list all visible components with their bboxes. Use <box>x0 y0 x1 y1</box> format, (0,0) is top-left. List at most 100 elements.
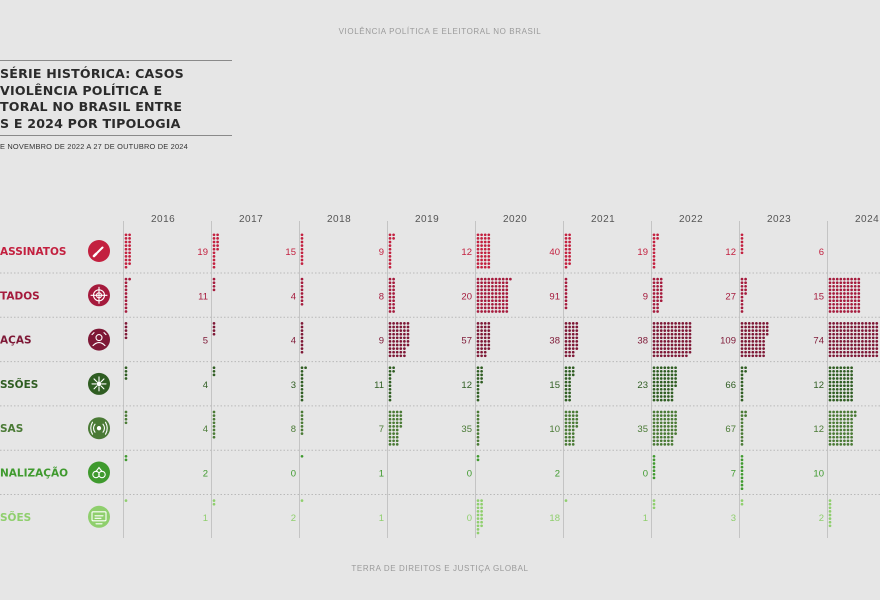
case-dot <box>124 417 128 421</box>
case-dot <box>853 354 857 358</box>
case-dot <box>670 435 674 439</box>
case-dot <box>483 233 487 237</box>
case-dot <box>667 410 670 414</box>
case-dot <box>480 380 483 384</box>
case-dot <box>828 421 832 425</box>
case-dot <box>483 299 487 303</box>
case-dot <box>652 428 656 432</box>
case-dot <box>839 310 843 313</box>
value-label: 11 <box>198 291 208 302</box>
category-label: SAS <box>0 423 23 435</box>
case-dot <box>568 428 571 432</box>
case-dot <box>388 251 392 255</box>
case-dot <box>670 373 674 377</box>
value-label: 19 <box>197 247 208 258</box>
case-dot <box>406 343 410 347</box>
case-dot <box>476 292 480 295</box>
case-dot <box>828 506 832 510</box>
case-dot <box>740 465 744 469</box>
case-dot <box>300 325 304 329</box>
case-dot <box>667 350 670 354</box>
case-dot <box>487 299 491 303</box>
case-dot <box>681 325 685 329</box>
case-dot <box>505 292 509 295</box>
case-dot <box>670 354 674 358</box>
case-dot <box>300 322 304 325</box>
case-dot <box>828 288 832 292</box>
case-dot <box>564 329 568 332</box>
case-dot <box>505 295 509 299</box>
case-dot <box>835 391 839 395</box>
case-dot <box>740 237 744 240</box>
case-dot <box>388 244 392 247</box>
case-dot <box>744 414 747 417</box>
case-dot <box>656 439 659 443</box>
case-dot <box>740 251 744 255</box>
case-dot <box>392 350 395 354</box>
case-dot <box>487 343 491 347</box>
case-dot <box>846 366 850 370</box>
case-dot <box>864 329 868 332</box>
year-label: 2021 <box>591 214 615 225</box>
case-dot <box>846 343 850 347</box>
case-dot <box>846 414 850 417</box>
case-dot <box>857 325 861 329</box>
case-dot <box>480 513 483 517</box>
case-dot <box>300 421 304 425</box>
case-dot <box>835 410 839 414</box>
case-dot <box>494 310 498 313</box>
case-dot <box>843 414 846 417</box>
case-dot <box>864 340 868 343</box>
case-dot <box>656 295 659 299</box>
case-dot <box>857 277 861 281</box>
case-dot <box>850 322 853 325</box>
case-dot <box>656 336 659 340</box>
case-dot <box>871 329 875 332</box>
case-dot <box>212 255 216 258</box>
case-dot <box>476 247 480 251</box>
case-dot <box>568 244 571 247</box>
case-dot <box>564 332 568 336</box>
case-dot <box>843 281 846 285</box>
case-dot <box>656 391 659 395</box>
case-dot <box>744 325 747 329</box>
case-dot <box>476 528 480 531</box>
case-dot <box>835 414 839 417</box>
case-dot <box>483 295 487 299</box>
case-dot <box>670 432 674 435</box>
case-dot <box>212 247 216 251</box>
case-dot <box>843 354 846 358</box>
case-dot <box>568 240 571 244</box>
case-dot <box>392 354 395 358</box>
case-dot <box>663 354 667 358</box>
case-dot <box>505 288 509 292</box>
case-dot <box>740 354 744 358</box>
case-dot <box>656 233 659 237</box>
case-dot <box>403 332 406 336</box>
case-dot <box>300 299 304 303</box>
case-dot <box>828 373 832 377</box>
case-dot <box>476 281 480 285</box>
case-dot <box>564 369 568 373</box>
case-dot <box>652 292 656 295</box>
case-dot <box>575 417 579 421</box>
case-dot <box>659 398 663 402</box>
case-dot <box>568 347 571 350</box>
case-dot <box>846 310 850 313</box>
case-dot <box>406 340 410 343</box>
case-dot <box>839 302 843 306</box>
case-dot <box>568 432 571 435</box>
case-dot <box>300 414 304 417</box>
case-dot <box>652 306 656 310</box>
case-dot <box>491 306 494 310</box>
case-dot <box>392 302 395 306</box>
case-dot <box>124 277 128 281</box>
case-dot <box>487 295 491 299</box>
case-dot <box>395 332 399 336</box>
case-dot <box>740 417 744 421</box>
case-dot <box>494 288 498 292</box>
case-dot <box>399 410 403 414</box>
case-dot <box>480 524 483 528</box>
case-dot <box>835 417 839 421</box>
case-dot <box>491 310 494 313</box>
